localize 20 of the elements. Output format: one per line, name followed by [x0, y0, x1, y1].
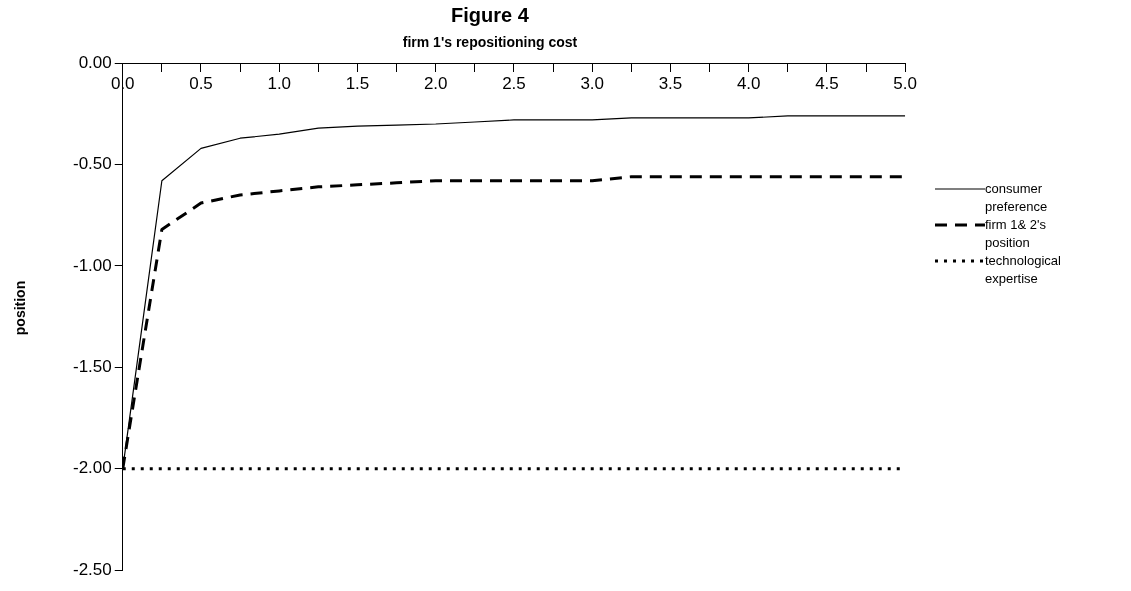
- y-tick-label: -1.00: [73, 255, 112, 275]
- y-tick-label: -0.50: [73, 154, 112, 174]
- y-tick-label: -2.00: [73, 458, 112, 478]
- x-tick-label: 4.5: [815, 74, 839, 94]
- y-tick-label: -2.50: [73, 559, 112, 579]
- y-axis-title: position: [12, 279, 28, 338]
- x-tick-label: 0.5: [189, 74, 213, 94]
- legend-label: technological expertise: [985, 252, 1062, 288]
- y-tick-label: 0.00: [78, 52, 112, 72]
- x-tick-label: 3.5: [658, 74, 683, 94]
- x-tick-label: 2.0: [423, 74, 448, 94]
- x-tick-label: 1.5: [345, 74, 370, 94]
- x-tick-label: 5.0: [893, 74, 917, 94]
- y-tick-label: -1.50: [73, 356, 112, 376]
- x-tick-label: 2.5: [502, 74, 526, 94]
- chart-subtitle: firm 1's repositioning cost: [401, 34, 579, 50]
- x-tick-label: 4.0: [736, 74, 761, 94]
- x-tick-label: 3.0: [580, 74, 605, 94]
- chart-title: Figure 4: [450, 4, 530, 27]
- x-tick-label: 1.0: [267, 74, 292, 94]
